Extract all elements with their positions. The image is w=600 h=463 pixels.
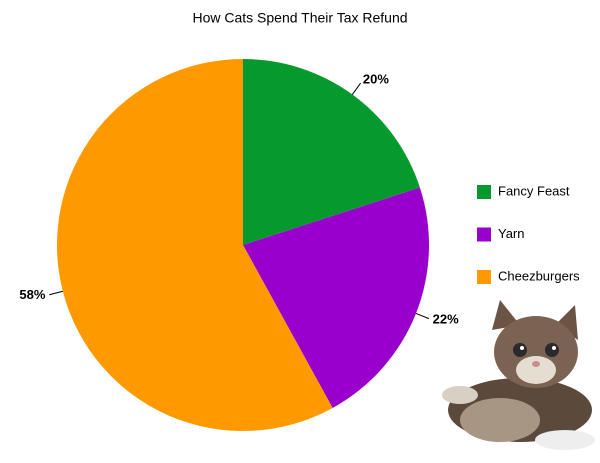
chart-title: How Cats Spend Their Tax Refund (192, 10, 407, 26)
pie-slice (243, 187, 429, 408)
kitten-nose (532, 361, 540, 367)
pie-slice (57, 59, 333, 431)
legend-label: Fancy Feast (498, 183, 570, 198)
kitten-eye-glint (552, 346, 556, 350)
legend-label: Cheezburgers (498, 268, 580, 283)
kitten-eye-glint (520, 346, 524, 350)
kitten-ear (555, 305, 578, 340)
kitten-eye (513, 343, 527, 357)
legend-swatch (477, 227, 491, 242)
value-label: 58% (19, 287, 45, 302)
legend-label: Yarn (498, 226, 525, 241)
kitten-paw (442, 386, 478, 404)
leader-line (49, 290, 63, 296)
kitten-head (494, 316, 578, 388)
value-label: 22% (433, 312, 459, 327)
leader-line (351, 82, 361, 95)
leader-line (415, 313, 430, 320)
pie-slice (243, 59, 420, 245)
value-label: 20% (363, 71, 389, 86)
legend-swatch (477, 270, 491, 284)
kitten-muzzle (516, 356, 556, 384)
kitten-eye (545, 343, 559, 357)
legend-swatch (477, 185, 491, 199)
kitten-belly (460, 398, 540, 442)
kitten (442, 300, 595, 450)
kitten-paw (535, 430, 595, 450)
